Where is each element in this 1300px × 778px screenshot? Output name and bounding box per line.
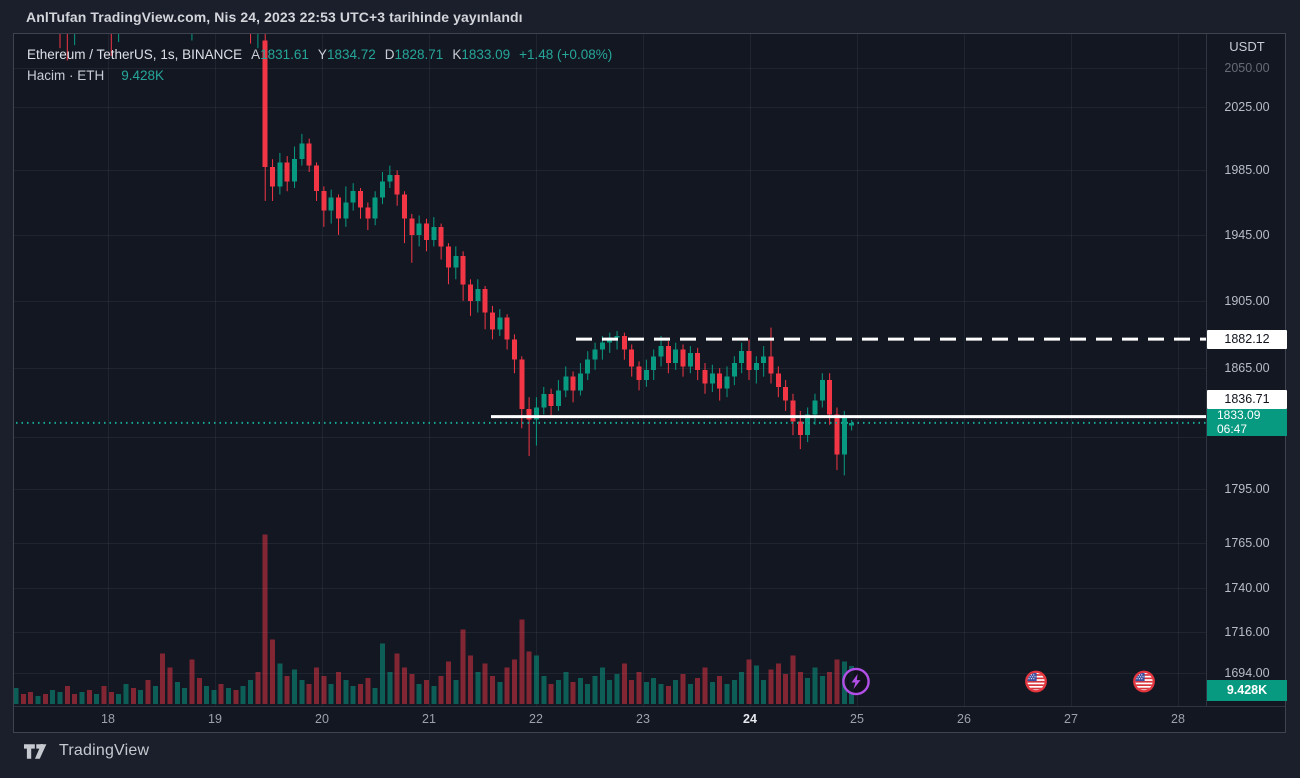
us-flag-icon [1133,670,1155,693]
tradingview-attribution[interactable]: TradingView [24,742,149,760]
date-label: 25 [850,712,864,726]
price-tick-label: 1985.00 [1224,163,1270,178]
currency-label: USDT [1229,39,1265,54]
price-tick-label: 1740.00 [1224,581,1270,596]
price-tick-label: 1716.00 [1224,625,1270,640]
level-price-label: 1836.71 [1207,390,1287,410]
economic-event-us-icon[interactable] [1132,670,1156,699]
date-label: 19 [208,712,222,726]
volume-axis-label: 9.428K [1207,680,1287,701]
date-label: 21 [422,712,436,726]
price-tick-label: 2050.00 [1224,61,1270,76]
legend-volume-row: Hacim · ETH 9.428K [27,65,612,86]
price-tick-label: 1945.00 [1224,227,1270,242]
date-label: 24 [743,712,757,726]
tradingview-logo-text: TradingView [59,742,150,759]
level-price-label: 1882.12 [1207,329,1287,349]
chart-panel: Ethereum / TetherUS, 1s, BINANCE A1831.6… [13,33,1287,733]
date-label: 20 [315,712,329,726]
ohlc-open: A1831.61 [251,47,309,62]
publish-info: AnlTufan TradingView.com, Nis 24, 2023 2… [26,9,523,25]
ohlc-low: D1828.71 [384,47,444,62]
price-tick-label: 2025.00 [1224,100,1270,115]
time-axis[interactable]: 18 19 20 21 22 23 24 25 26 27 28 [14,706,1285,733]
bar-countdown: 06:47 [1217,421,1248,436]
price-tick-label: 1795.00 [1224,482,1270,497]
economic-event-us-icon[interactable] [1024,670,1048,699]
date-label: 22 [529,712,543,726]
market-event-icon[interactable] [841,667,871,702]
ohlc-close: K1833.09 [452,47,511,62]
chart-surface[interactable] [14,34,1206,706]
date-label: 23 [636,712,650,726]
price-change: +1.48 (+0.08%) [519,47,613,62]
chart-legend: Ethereum / TetherUS, 1s, BINANCE A1831.6… [27,44,612,86]
volume-indicator-value: 9.428K [121,68,165,83]
price-axis[interactable]: USDT 1833.09 06:47 9.428K 2050.00 2025.00… [1206,34,1287,706]
price-tick-label: 1694.00 [1224,666,1270,681]
price-tick-label: 1765.00 [1224,535,1270,550]
ohlc-high: Y1834.72 [317,47,376,62]
tradingview-logo-icon [24,743,47,759]
us-flag-icon [1025,670,1047,693]
date-label: 28 [1171,712,1185,726]
symbol-title: Ethereum / TetherUS, 1s, BINANCE [27,47,243,62]
date-label: 18 [101,712,115,726]
price-tick-label: 1865.00 [1224,361,1270,376]
last-price-label: 1833.09 06:47 [1207,408,1287,437]
date-label: 27 [1064,712,1078,726]
legend-symbol-row: Ethereum / TetherUS, 1s, BINANCE A1831.6… [27,44,612,65]
date-label: 26 [957,712,971,726]
volume-indicator-title: Hacim · ETH [27,68,105,83]
lightning-icon [842,667,870,696]
last-price-value: 1833.09 [1217,408,1261,423]
price-tick-label: 1905.00 [1224,293,1270,308]
